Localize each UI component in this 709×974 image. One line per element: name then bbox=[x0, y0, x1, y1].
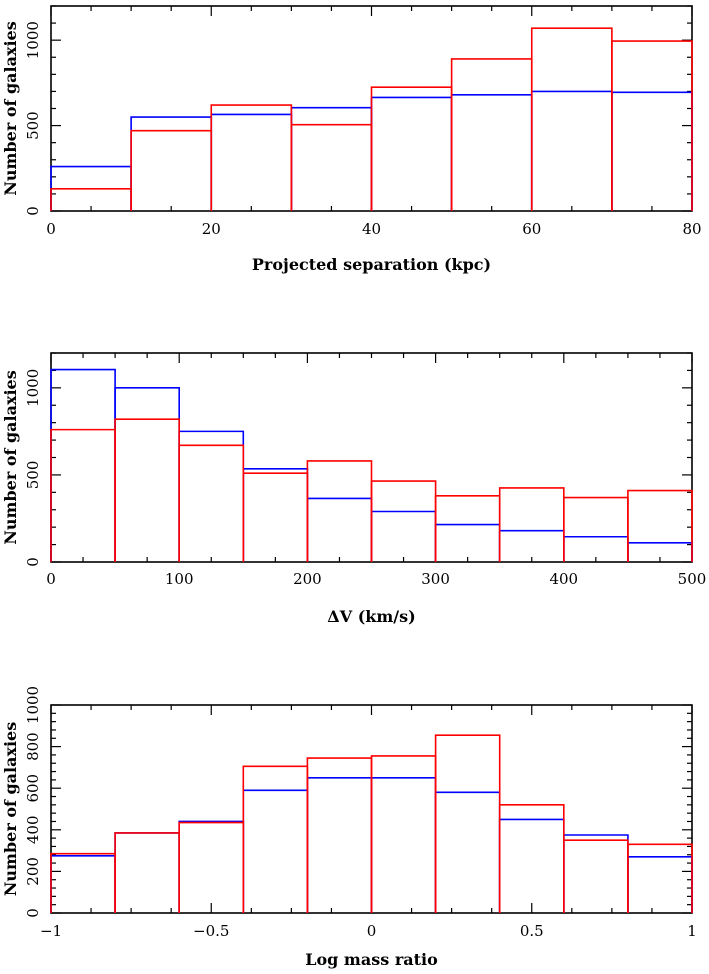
histogram-bar bbox=[611, 40, 693, 211]
histogram-bar bbox=[434, 791, 501, 913]
y-tick-label: 500 bbox=[24, 461, 42, 490]
histogram-bar bbox=[306, 757, 373, 913]
x-tick-label: 0 bbox=[367, 922, 377, 940]
x-axis-label: Projected separation (kpc) bbox=[252, 255, 491, 274]
histogram-bar bbox=[498, 804, 565, 913]
x-tick-label: 80 bbox=[682, 220, 701, 238]
histogram-bar bbox=[627, 489, 693, 562]
x-tick-label: 400 bbox=[549, 570, 578, 588]
x-tick-label: 100 bbox=[165, 570, 194, 588]
histogram-bar bbox=[627, 856, 693, 913]
histogram-bar bbox=[450, 94, 533, 211]
histogram-bar bbox=[306, 460, 373, 562]
y-tick-label: 0 bbox=[24, 557, 42, 567]
histogram-bar bbox=[50, 852, 116, 913]
histogram-bar bbox=[178, 430, 245, 562]
y-tick-label: 1000 bbox=[24, 21, 42, 59]
histogram-bar bbox=[370, 755, 437, 913]
histogram-bar bbox=[370, 96, 453, 211]
histogram-bar bbox=[114, 418, 180, 562]
chart-panel-1: 0 20 40 60 80 0 500 1000 Projected separation (k… bbox=[1, 5, 702, 274]
x-axis-label: ΔV (km/s) bbox=[327, 607, 415, 626]
y-axis-label: Number of galaxies bbox=[1, 21, 20, 195]
histogram-bar bbox=[498, 818, 565, 913]
histogram-bar bbox=[178, 821, 245, 913]
y-tick-label: 1000 bbox=[24, 686, 42, 724]
x-tick-label: 0.5 bbox=[520, 922, 544, 940]
histogram-bar bbox=[178, 444, 245, 562]
y-tick-label: 1000 bbox=[24, 369, 42, 407]
histogram-bar bbox=[50, 855, 116, 913]
series-2 bbox=[50, 418, 693, 562]
histogram-bar bbox=[611, 91, 693, 211]
y-tick-label: 500 bbox=[24, 111, 42, 140]
chart-panel-2: 0 100 200 300 400 500 0 500 1000 ΔV (km/s) Number … bbox=[1, 352, 707, 626]
histogram-bar bbox=[210, 113, 293, 211]
x-tick-label: 20 bbox=[202, 220, 221, 238]
histogram-bar bbox=[434, 523, 501, 562]
y-axis-label: Number of galaxies bbox=[1, 370, 20, 544]
histogram-bar bbox=[370, 777, 437, 913]
histogram-bar bbox=[290, 123, 373, 211]
histogram-bar bbox=[114, 832, 180, 913]
histogram-bar bbox=[370, 86, 453, 211]
y-tick-label: 400 bbox=[24, 815, 42, 844]
histogram-bar bbox=[114, 387, 180, 562]
x-tick-label: 200 bbox=[293, 570, 322, 588]
histogram-bar bbox=[434, 734, 501, 913]
histogram-bar bbox=[130, 129, 213, 211]
x-tick-label: 0 bbox=[46, 570, 56, 588]
x-tick-label: 300 bbox=[421, 570, 450, 588]
histogram-bar bbox=[242, 468, 309, 562]
x-tick-label: 40 bbox=[362, 220, 381, 238]
histogram-bar bbox=[563, 496, 629, 562]
histogram-bar bbox=[498, 487, 565, 562]
histogram-bar bbox=[370, 480, 437, 562]
x-tick-label: 500 bbox=[678, 570, 707, 588]
series-2 bbox=[50, 734, 693, 913]
histogram-bar bbox=[242, 789, 309, 913]
histogram-bar bbox=[450, 58, 533, 211]
histogram-bar bbox=[242, 765, 309, 913]
histogram-bar bbox=[627, 843, 693, 913]
y-tick-label: 0 bbox=[24, 908, 42, 918]
histogram-bar bbox=[563, 839, 629, 913]
histogram-bar bbox=[210, 104, 293, 211]
histogram-bar bbox=[530, 27, 613, 211]
histogram-bar bbox=[114, 832, 180, 913]
chart-panel-3: −1 −0.5 0 0.5 1 0 200 400 600 800 1000 Log mass rat… bbox=[1, 686, 697, 969]
histogram-bar bbox=[370, 510, 437, 562]
histogram-bar bbox=[178, 820, 245, 913]
histogram-bar bbox=[434, 495, 501, 562]
x-tick-label: −0.5 bbox=[193, 922, 229, 940]
histogram-bar bbox=[290, 106, 373, 211]
y-tick-label: 800 bbox=[24, 732, 42, 761]
series-2 bbox=[50, 27, 693, 211]
x-tick-label: 0 bbox=[46, 220, 56, 238]
histogram-bar bbox=[563, 834, 629, 913]
y-tick-label: 600 bbox=[24, 774, 42, 803]
x-tick-label: 60 bbox=[522, 220, 541, 238]
histogram-bar bbox=[50, 368, 116, 562]
histogram-bar bbox=[306, 497, 373, 562]
x-tick-label: −1 bbox=[40, 922, 62, 940]
y-axis-label: Number of galaxies bbox=[1, 722, 20, 896]
histogram-bar bbox=[50, 428, 116, 562]
histogram-bar bbox=[530, 90, 613, 211]
histogram-bar bbox=[306, 777, 373, 913]
y-tick-label: 0 bbox=[24, 206, 42, 216]
x-axis-label: Log mass ratio bbox=[305, 950, 438, 969]
histogram-bar bbox=[242, 472, 309, 562]
y-tick-label: 200 bbox=[24, 857, 42, 886]
x-tick-label: 1 bbox=[687, 922, 697, 940]
